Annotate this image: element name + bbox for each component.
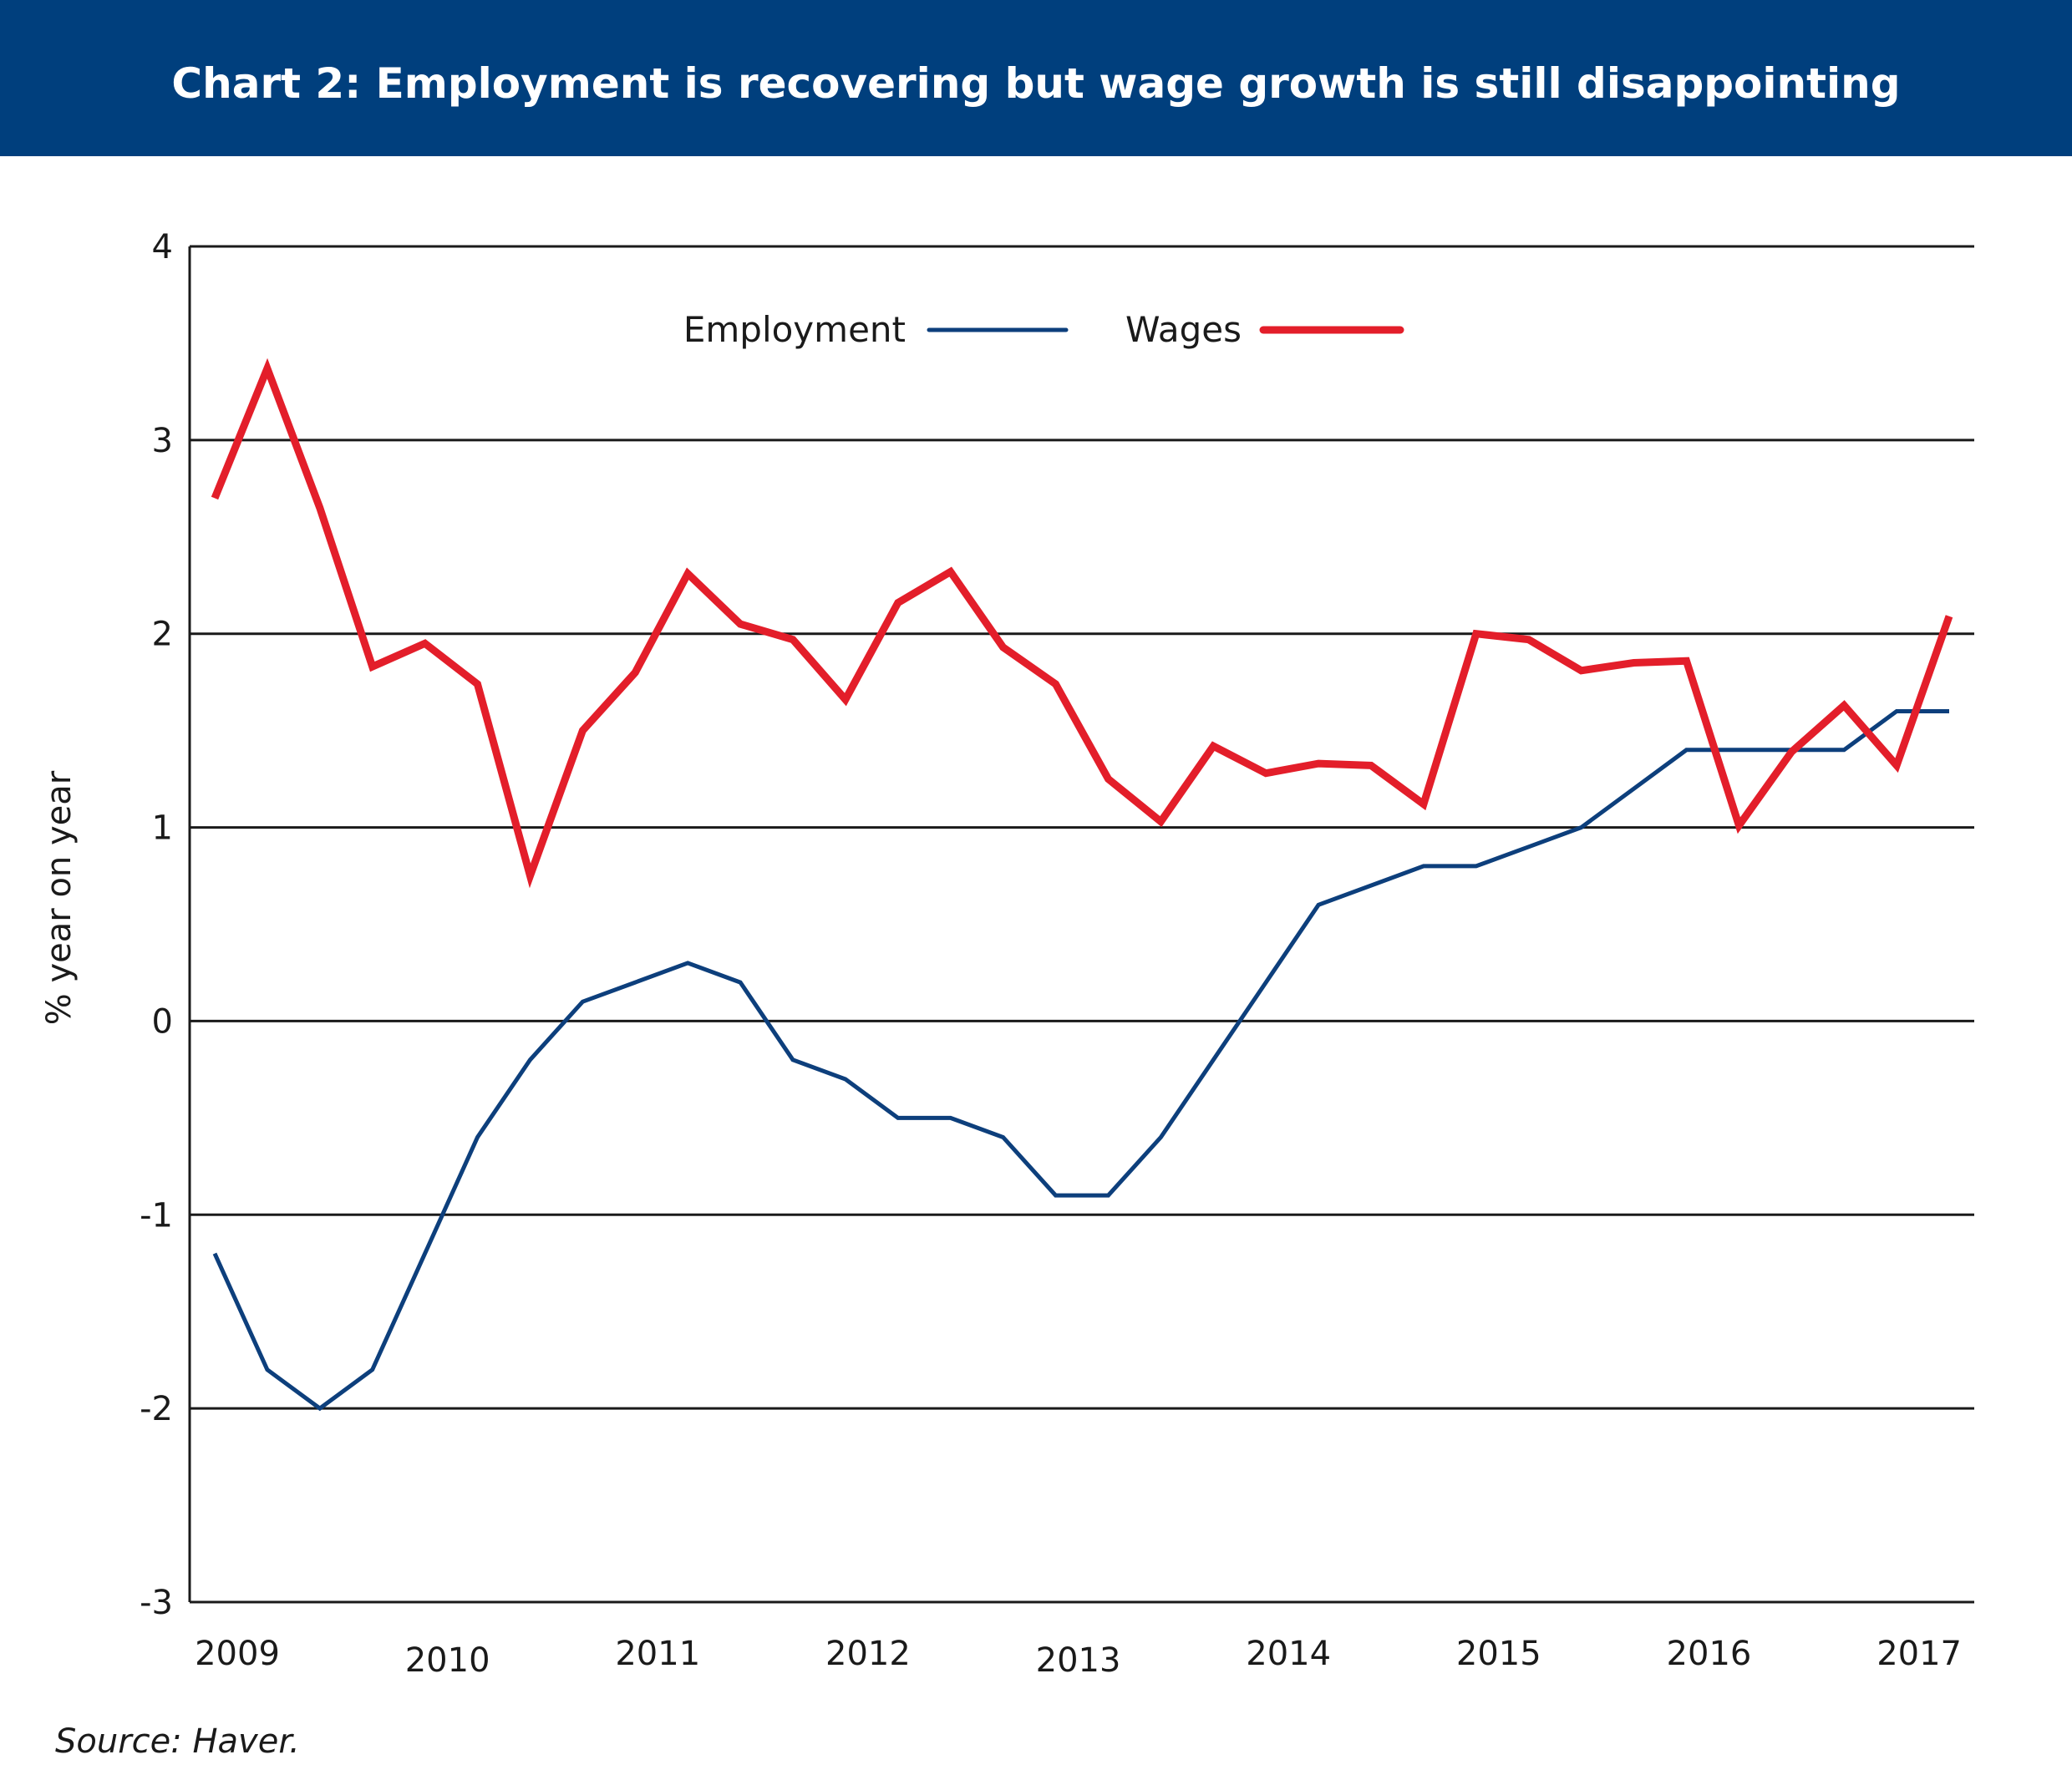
legend-label: Employment xyxy=(683,309,906,350)
gridlines xyxy=(190,245,1974,1604)
x-tick-label: 2014 xyxy=(1246,1635,1331,1673)
y-axis-title: % year on year xyxy=(40,770,79,1025)
source-note: Source: Haver. xyxy=(55,1722,300,1761)
y-tick-label: -2 xyxy=(140,1390,173,1428)
y-tick-label: 1 xyxy=(152,809,173,848)
x-tick-label: 2017 xyxy=(1876,1635,1962,1673)
x-tick-label: 2012 xyxy=(825,1635,911,1673)
legend: Employment Wages xyxy=(683,309,1404,350)
x-tick-label: 2015 xyxy=(1456,1635,1541,1673)
y-tick-label: -3 xyxy=(140,1584,173,1622)
title-banner: Chart 2: Employment is recovering but wa… xyxy=(0,0,2072,156)
x-tick-label: 2011 xyxy=(615,1635,700,1673)
y-tick-label: -1 xyxy=(140,1196,173,1235)
y-tick-label: 2 xyxy=(152,616,173,654)
x-tick-label: 2010 xyxy=(405,1641,490,1680)
series-line-employment xyxy=(212,709,1949,1412)
x-tick-label: 2009 xyxy=(195,1635,280,1673)
series-line-wages xyxy=(211,358,1953,889)
legend-label: Wages xyxy=(1125,309,1242,350)
y-tick-label: 4 xyxy=(152,228,173,266)
x-tick-label: 2013 xyxy=(1036,1641,1121,1680)
axes: 4 3 2 1 0 -1 -2 -3 2009 2010 2011 2012 2013 2014 2015 2… xyxy=(140,228,1962,1680)
series-lines xyxy=(211,358,1953,1412)
x-tick-label: 2016 xyxy=(1667,1635,1752,1673)
chart-title: Chart 2: Employment is recovering but wa… xyxy=(171,59,1901,108)
y-tick-label: 3 xyxy=(152,422,173,460)
y-tick-label: 0 xyxy=(152,1002,173,1041)
